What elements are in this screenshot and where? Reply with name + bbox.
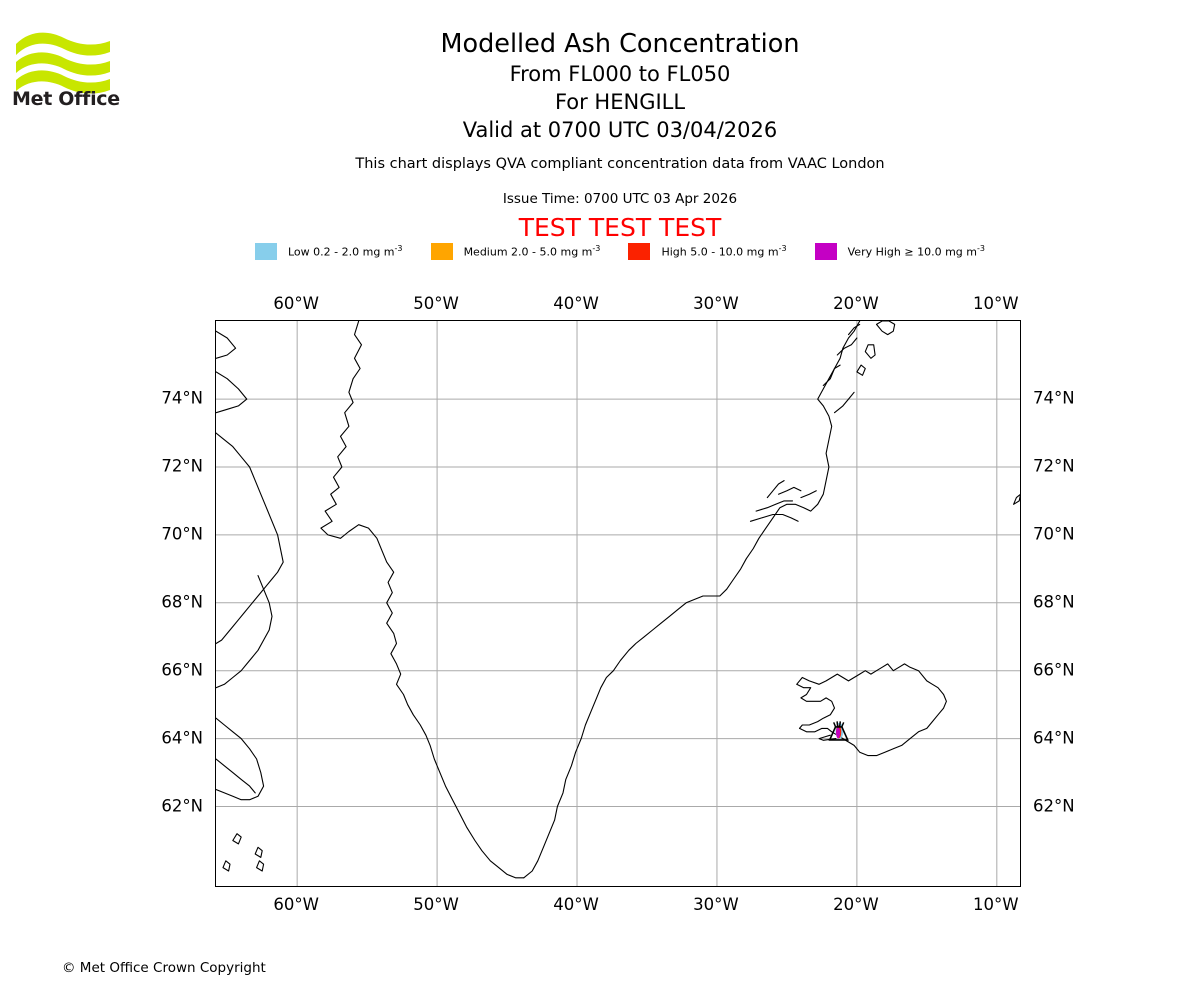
legend-swatch-high [628, 242, 651, 260]
lat-tick-label-right: 72°N [1033, 456, 1075, 476]
lon-tick-label-bottom: 50°W [413, 895, 459, 914]
coastline-path [216, 432, 284, 645]
volcano-ejecta-line-3 [841, 722, 845, 728]
coastline-path [216, 575, 273, 689]
coastline-path [847, 323, 861, 336]
coastline-path [777, 486, 802, 495]
lat-tick-label-right: 66°N [1033, 660, 1075, 680]
issue-time: Issue Time: 0700 UTC 03 Apr 2026 [502, 191, 738, 207]
legend-label-high: High 5.0 - 10.0 mg m-3 [661, 243, 787, 259]
lat-tick-label-left: 68°N [161, 592, 203, 612]
coastline-path [796, 663, 947, 757]
lat-tick-label-right: 64°N [1033, 728, 1075, 748]
legend-medium: Medium 2.0 - 5.0 mg m-3 [430, 242, 601, 260]
legend-swatch-very-high [814, 242, 837, 260]
volcano-ejecta-line-0 [833, 722, 837, 728]
valid-time-line: Valid at 0700 UTC 03/04/2026 [462, 118, 778, 142]
lon-tick-label-bottom: 40°W [553, 895, 599, 914]
lon-tick-label-top: 30°W [693, 294, 739, 313]
test-banner: TEST TEST TEST [518, 213, 722, 242]
coastlines [216, 321, 1020, 879]
coastline-path [864, 344, 876, 359]
coastline-path [222, 860, 231, 872]
legend-very-high: Very High ≥ 10.0 mg m-3 [814, 242, 985, 260]
legend-swatch-medium [430, 242, 453, 260]
coastline-path [254, 846, 263, 858]
page-title: Modelled Ash Concentration [440, 29, 800, 59]
coastline-path [836, 337, 858, 356]
met-office-wordmark: Met Office [12, 88, 120, 110]
coastline-path [216, 330, 237, 359]
coastline-path [256, 860, 265, 872]
qva-note: This chart displays QVA compliant concen… [355, 156, 885, 172]
legend-label-low: Low 0.2 - 2.0 mg m-3 [288, 243, 403, 259]
map-frame [215, 320, 1021, 887]
legend-high: High 5.0 - 10.0 mg m-3 [628, 242, 787, 260]
legend-label-very-high: Very High ≥ 10.0 mg m-3 [847, 243, 985, 259]
flight-level-line: From FL000 to FL050 [509, 62, 731, 86]
lon-tick-label-top: 50°W [413, 294, 459, 313]
lat-tick-label-left: 64°N [161, 728, 203, 748]
coastline-path [766, 480, 785, 499]
lon-tick-label-top: 20°W [833, 294, 879, 313]
coastline-path [755, 500, 794, 512]
coastline-path [232, 833, 242, 845]
map-canvas [216, 321, 1020, 886]
map-plot-area: 60°W 60°W 50°W 50°W 40°W 40°W 30°W 30°W 20°W 20°W… [161, 294, 1074, 914]
lon-tick-label-bottom: 60°W [273, 895, 319, 914]
coastline-path [856, 364, 866, 376]
lon-tick-label-bottom: 10°W [973, 895, 1019, 914]
coastline-path [523, 321, 861, 879]
coastline-path [749, 513, 799, 522]
coastline-path [216, 371, 248, 414]
coastline-path [822, 364, 841, 387]
coastline-path [216, 717, 265, 801]
coastline-path [875, 321, 896, 336]
coastline-path [216, 758, 256, 794]
concentration-legend: Low 0.2 - 2.0 mg m-3 Medium 2.0 - 5.0 mg… [255, 240, 985, 262]
volcano-name-line: For HENGILL [554, 90, 686, 114]
volcano-ejecta-line-2 [838, 721, 842, 727]
legend-label-medium: Medium 2.0 - 5.0 mg m-3 [463, 243, 601, 259]
lat-tick-label-right: 62°N [1033, 796, 1075, 815]
lat-tick-label-left: 74°N [161, 388, 203, 408]
ash-plume-contour-2 [836, 727, 841, 739]
volcano-ejecta-line-1 [836, 721, 839, 727]
legend-swatch-low [255, 242, 277, 260]
lat-tick-label-left: 62°N [161, 796, 203, 815]
lon-tick-label-top: 40°W [553, 294, 599, 313]
coastline-path [833, 391, 855, 414]
gridlines [216, 321, 1020, 886]
coastline-path [320, 321, 525, 879]
lon-tick-label-bottom: 20°W [833, 895, 879, 914]
met-office-logo [14, 28, 126, 113]
legend-low: Low 0.2 - 2.0 mg m-3 [255, 242, 403, 260]
coastline-path [800, 490, 817, 499]
lat-tick-label-left: 72°N [161, 456, 203, 476]
lon-tick-label-top: 10°W [973, 294, 1019, 313]
volcano-marker-layer [828, 721, 849, 741]
wave-logo-icon [16, 32, 110, 94]
lat-tick-label-left: 70°N [161, 524, 203, 544]
title-block: Modelled Ash Concentration From FL000 to… [160, 28, 1080, 144]
coastline-path [1013, 493, 1020, 505]
lat-tick-label-right: 68°N [1033, 592, 1075, 612]
copyright-notice: © Met Office Crown Copyright [62, 960, 266, 976]
lat-tick-label-right: 70°N [1033, 524, 1075, 544]
lat-tick-label-right: 74°N [1033, 388, 1075, 408]
lon-tick-label-top: 60°W [273, 294, 319, 313]
lat-tick-label-left: 66°N [161, 660, 203, 680]
lon-tick-label-bottom: 30°W [693, 895, 739, 914]
